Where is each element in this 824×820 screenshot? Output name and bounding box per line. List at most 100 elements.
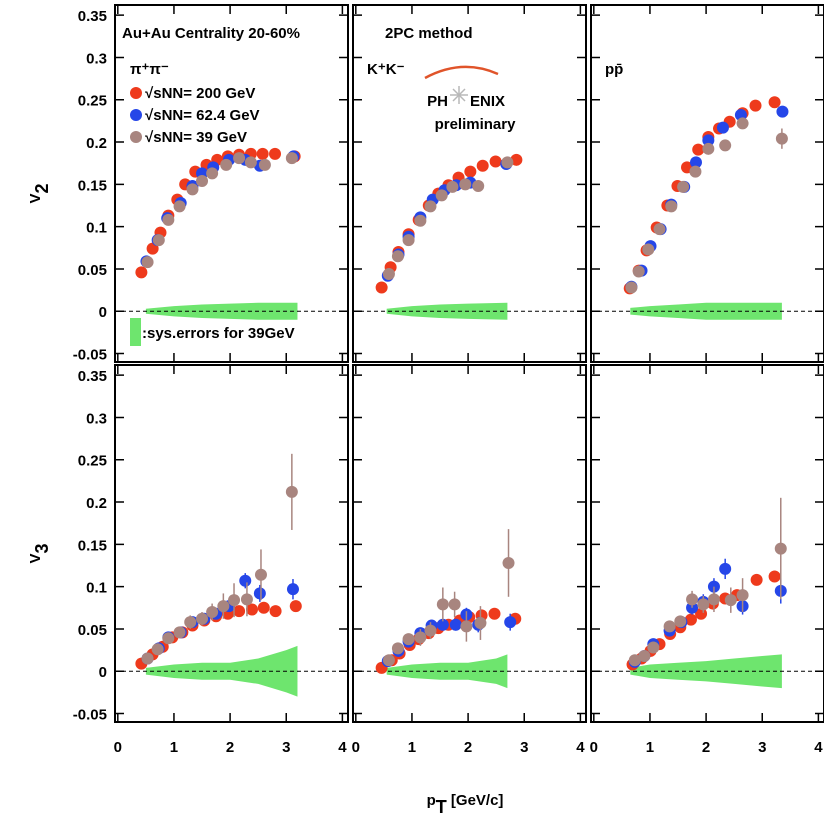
data-point <box>489 155 502 168</box>
data-point <box>510 153 523 166</box>
data-point <box>476 159 489 172</box>
data-point <box>449 618 462 631</box>
data-point <box>702 142 715 155</box>
x-tick-label: 0 <box>352 739 360 756</box>
data-point <box>162 632 175 645</box>
data-point <box>719 562 732 575</box>
data-point <box>774 542 787 555</box>
data-point <box>240 593 253 606</box>
y-axis-label-sub: 2 <box>32 183 52 193</box>
x-tick-label: 1 <box>408 739 416 756</box>
data-point <box>638 650 651 663</box>
x-tick-label: 0 <box>114 739 122 756</box>
data-point <box>702 134 715 147</box>
data-point <box>448 598 461 611</box>
data-point <box>689 156 702 169</box>
data-point <box>269 605 282 618</box>
data-point <box>716 121 729 134</box>
data-point <box>186 183 199 196</box>
legend-marker <box>130 109 142 121</box>
data-point <box>464 165 477 178</box>
data-point <box>402 234 415 247</box>
data-point <box>206 167 219 180</box>
panel-frame <box>114 364 349 723</box>
data-point <box>459 178 472 191</box>
x-axis-label-sub: T <box>436 797 447 817</box>
data-point <box>689 165 702 178</box>
data-point <box>414 214 427 227</box>
data-point <box>382 654 395 667</box>
data-point <box>184 616 197 629</box>
data-point <box>196 612 209 625</box>
x-axis-label-rest: [GeV/c] <box>447 792 504 809</box>
x-tick-label: 3 <box>758 739 766 756</box>
y-tick-label: 0.1 <box>86 580 107 597</box>
data-point <box>256 147 269 160</box>
legend-marker <box>130 131 142 143</box>
panel-frame <box>352 364 587 723</box>
y-tick-label: 0.05 <box>78 262 107 279</box>
y-tick-label: 0 <box>99 304 107 321</box>
data-point <box>233 152 246 165</box>
data-point <box>628 654 641 667</box>
x-tick-label: 3 <box>282 739 290 756</box>
x-tick-label: 3 <box>520 739 528 756</box>
data-point <box>254 568 267 581</box>
y-tick-label: 0 <box>99 664 107 681</box>
data-point <box>684 613 697 626</box>
panel-frame <box>352 4 587 363</box>
data-point <box>663 620 676 633</box>
data-point <box>504 616 517 629</box>
data-point <box>233 605 246 618</box>
x-tick-label: 2 <box>226 739 234 756</box>
logo-sub: preliminary <box>435 116 517 133</box>
data-point <box>244 156 257 169</box>
data-point <box>424 200 437 213</box>
legend-swatch <box>130 318 141 346</box>
legend-label: √sNN= 200 GeV <box>145 85 255 102</box>
data-point <box>414 631 427 644</box>
logo-right: ENIX <box>470 93 505 110</box>
y-tick-label: 0.3 <box>86 410 107 427</box>
data-point <box>677 180 690 193</box>
y-tick-label: 0.2 <box>86 495 107 512</box>
y-tick-label: 0.1 <box>86 220 107 237</box>
data-point <box>736 117 749 130</box>
panel-frame <box>590 4 824 363</box>
y-tick-label: 0.15 <box>78 177 107 194</box>
data-point <box>674 615 687 628</box>
data-point <box>750 573 763 586</box>
x-tick-label: 4 <box>338 739 347 756</box>
x-axis-label-main: p <box>427 792 436 809</box>
data-point <box>135 266 148 279</box>
data-point <box>653 223 666 236</box>
data-point <box>488 607 501 620</box>
legend-label: :sys.errors for 39GeV <box>142 325 295 342</box>
y-tick-label: 0.25 <box>78 453 107 470</box>
x-axis-label: pT [GeV/c] <box>427 792 504 817</box>
logo-mark <box>450 86 468 104</box>
legend-label: √sNN= 39 GeV <box>145 129 247 146</box>
data-point <box>391 642 404 655</box>
data-point <box>220 158 233 171</box>
data-point <box>776 105 789 118</box>
data-point <box>502 556 515 569</box>
data-point <box>162 213 175 226</box>
y-tick-label: -0.05 <box>73 347 107 364</box>
data-point <box>665 200 678 213</box>
data-point <box>749 99 762 112</box>
data-point <box>775 132 788 145</box>
data-point <box>228 594 241 607</box>
data-point <box>257 601 270 614</box>
y-axis-label-main: V <box>27 194 44 204</box>
y-tick-label: 0.25 <box>78 93 107 110</box>
data-point <box>253 587 266 600</box>
data-point <box>446 180 459 193</box>
y-axis-label: V2 <box>27 183 52 203</box>
data-point <box>173 626 186 639</box>
data-point <box>474 617 487 630</box>
data-point <box>436 618 449 631</box>
data-point <box>724 594 737 607</box>
data-point <box>435 189 448 202</box>
data-point <box>269 147 282 160</box>
